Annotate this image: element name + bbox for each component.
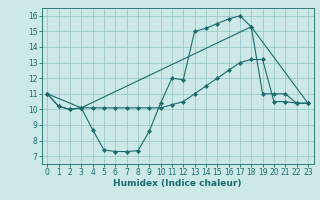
X-axis label: Humidex (Indice chaleur): Humidex (Indice chaleur) [113,179,242,188]
